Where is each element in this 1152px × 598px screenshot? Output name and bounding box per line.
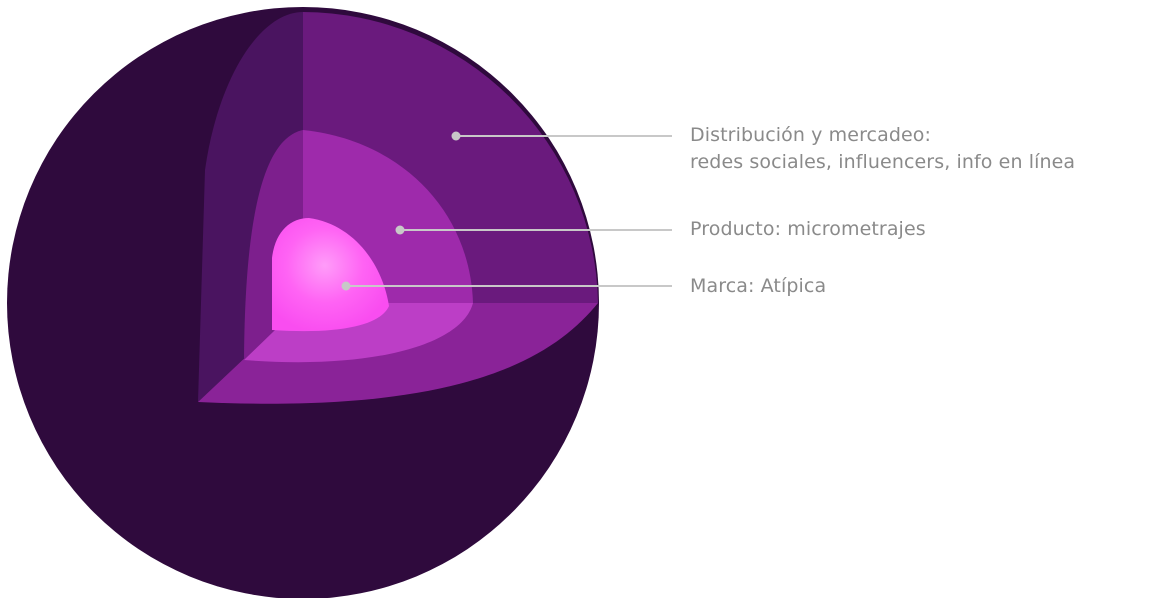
brand-core [272,218,389,332]
label-product: Producto: micrometrajes [690,216,926,243]
connector-dot-distribution [451,131,461,141]
label-distribution-title: Distribución y mercadeo: [690,124,932,146]
label-distribution: Distribución y mercadeo: redes sociales,… [690,122,1075,176]
label-product-title: Producto: micrometrajes [690,218,926,240]
connector-dot-brand [341,281,351,291]
label-brand-title: Marca: Atípica [690,275,827,297]
connector-dot-product [395,225,405,235]
label-brand: Marca: Atípica [690,273,826,300]
label-distribution-subtitle: redes sociales, influencers, info en lín… [690,151,1076,173]
